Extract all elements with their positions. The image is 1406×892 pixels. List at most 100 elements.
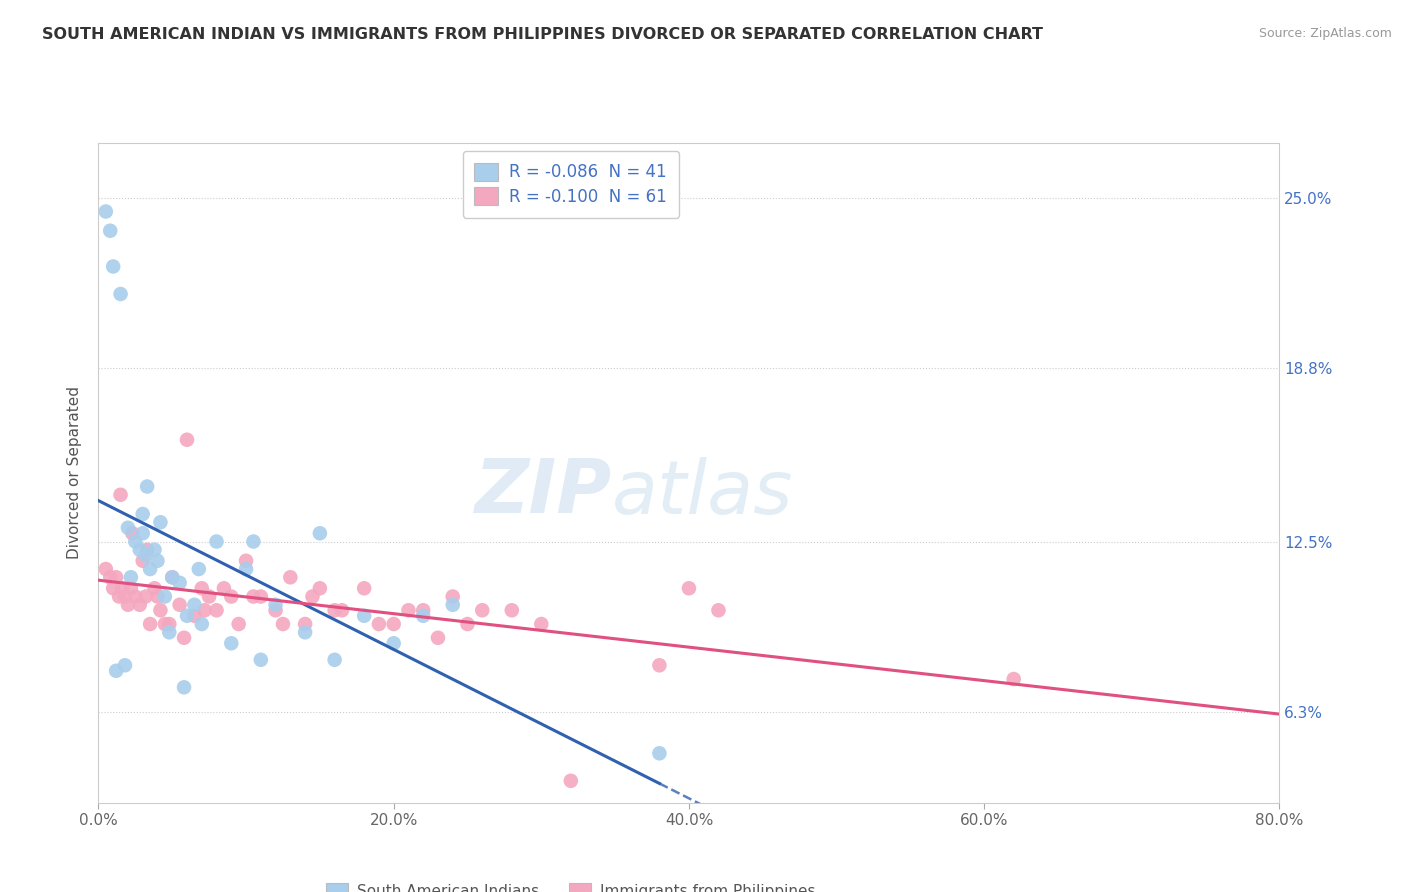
Point	[117, 598, 139, 612]
Point	[501, 603, 523, 617]
Point	[183, 598, 205, 612]
Point	[103, 260, 125, 274]
Point	[173, 631, 195, 645]
Point	[94, 204, 117, 219]
Point	[194, 603, 217, 617]
Point	[412, 608, 434, 623]
Point	[382, 617, 405, 632]
Point	[176, 433, 198, 447]
Point	[187, 562, 209, 576]
Point	[441, 590, 464, 604]
Point	[560, 773, 582, 788]
Point	[128, 542, 150, 557]
Point	[105, 570, 128, 584]
Point	[94, 562, 117, 576]
Point	[139, 617, 162, 632]
Point	[110, 287, 132, 301]
Point	[136, 479, 159, 493]
Point	[382, 636, 405, 650]
Point	[242, 534, 264, 549]
Point	[707, 603, 730, 617]
Point	[183, 608, 205, 623]
Point	[136, 542, 159, 557]
Point	[157, 617, 180, 632]
Point	[114, 590, 136, 604]
Point	[235, 554, 257, 568]
Text: ZIP: ZIP	[475, 456, 612, 529]
Point	[120, 570, 142, 584]
Point	[412, 603, 434, 617]
Point	[323, 603, 346, 617]
Point	[135, 548, 157, 563]
Point	[198, 590, 221, 604]
Point	[368, 617, 391, 632]
Point	[149, 603, 172, 617]
Point	[132, 507, 155, 521]
Point	[103, 582, 125, 596]
Point	[678, 582, 700, 596]
Text: Source: ZipAtlas.com: Source: ZipAtlas.com	[1258, 27, 1392, 40]
Point	[205, 603, 228, 617]
Point	[294, 625, 316, 640]
Point	[212, 582, 235, 596]
Point	[162, 570, 183, 584]
Point	[117, 521, 139, 535]
Point	[309, 582, 332, 596]
Point	[396, 603, 419, 617]
Text: atlas: atlas	[612, 457, 793, 529]
Point	[294, 617, 316, 632]
Point	[157, 625, 180, 640]
Point	[108, 590, 131, 604]
Point	[205, 534, 228, 549]
Point	[110, 488, 132, 502]
Point	[427, 631, 450, 645]
Point	[250, 590, 273, 604]
Y-axis label: Divorced or Separated: Divorced or Separated	[67, 386, 83, 559]
Point	[169, 575, 191, 590]
Point	[139, 562, 162, 576]
Point	[111, 582, 134, 596]
Point	[242, 590, 264, 604]
Point	[221, 590, 243, 604]
Text: SOUTH AMERICAN INDIAN VS IMMIGRANTS FROM PHILIPPINES DIVORCED OR SEPARATED CORRE: SOUTH AMERICAN INDIAN VS IMMIGRANTS FROM…	[42, 27, 1043, 42]
Point	[264, 598, 287, 612]
Point	[648, 658, 671, 673]
Point	[135, 590, 157, 604]
Point	[191, 582, 214, 596]
Point	[153, 617, 176, 632]
Point	[124, 590, 146, 604]
Point	[1002, 672, 1025, 686]
Point	[353, 582, 375, 596]
Point	[121, 526, 143, 541]
Point	[221, 636, 243, 650]
Point	[153, 590, 176, 604]
Point	[162, 570, 183, 584]
Point	[132, 554, 155, 568]
Point	[120, 582, 142, 596]
Point	[146, 554, 169, 568]
Point	[124, 534, 146, 549]
Point	[128, 598, 150, 612]
Point	[264, 603, 287, 617]
Point	[271, 617, 294, 632]
Point	[176, 608, 198, 623]
Point	[114, 658, 136, 673]
Point	[228, 617, 250, 632]
Point	[98, 224, 121, 238]
Point	[105, 664, 128, 678]
Point	[235, 562, 257, 576]
Point	[471, 603, 494, 617]
Point	[250, 653, 273, 667]
Legend: South American Indians, Immigrants from Philippines: South American Indians, Immigrants from …	[321, 877, 821, 892]
Point	[456, 617, 478, 632]
Point	[441, 598, 464, 612]
Point	[353, 608, 375, 623]
Point	[191, 617, 214, 632]
Point	[278, 570, 302, 584]
Point	[98, 570, 121, 584]
Point	[143, 582, 166, 596]
Point	[323, 653, 346, 667]
Point	[146, 590, 169, 604]
Point	[143, 542, 166, 557]
Point	[173, 681, 195, 695]
